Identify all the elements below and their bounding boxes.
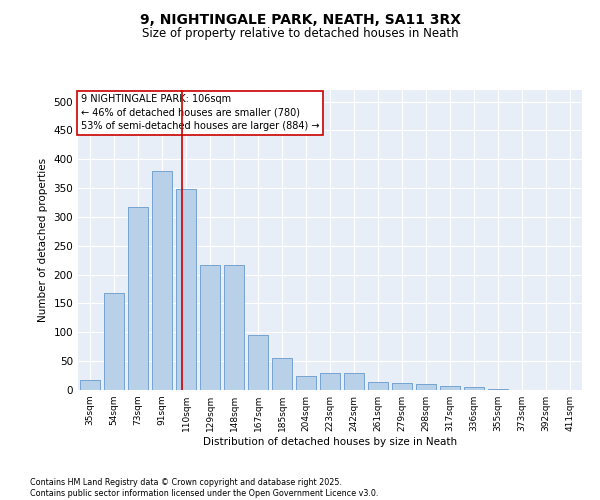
- Text: Size of property relative to detached houses in Neath: Size of property relative to detached ho…: [142, 28, 458, 40]
- Bar: [392, 383, 412, 390]
- Bar: [80, 380, 100, 390]
- Text: 9, NIGHTINGALE PARK, NEATH, SA11 3RX: 9, NIGHTINGALE PARK, NEATH, SA11 3RX: [139, 12, 461, 26]
- Bar: [368, 382, 388, 390]
- Bar: [152, 171, 172, 390]
- Text: 9 NIGHTINGALE PARK: 106sqm
← 46% of detached houses are smaller (780)
53% of sem: 9 NIGHTINGALE PARK: 106sqm ← 46% of deta…: [80, 94, 319, 131]
- Bar: [224, 266, 244, 390]
- Bar: [344, 372, 364, 390]
- Bar: [104, 293, 124, 390]
- Bar: [296, 376, 316, 390]
- Bar: [464, 387, 484, 390]
- Bar: [176, 189, 196, 390]
- X-axis label: Distribution of detached houses by size in Neath: Distribution of detached houses by size …: [203, 437, 457, 447]
- Y-axis label: Number of detached properties: Number of detached properties: [38, 158, 48, 322]
- Bar: [320, 372, 340, 390]
- Bar: [416, 384, 436, 390]
- Bar: [248, 334, 268, 390]
- Bar: [200, 266, 220, 390]
- Bar: [128, 206, 148, 390]
- Text: Contains HM Land Registry data © Crown copyright and database right 2025.
Contai: Contains HM Land Registry data © Crown c…: [30, 478, 379, 498]
- Bar: [440, 386, 460, 390]
- Bar: [272, 358, 292, 390]
